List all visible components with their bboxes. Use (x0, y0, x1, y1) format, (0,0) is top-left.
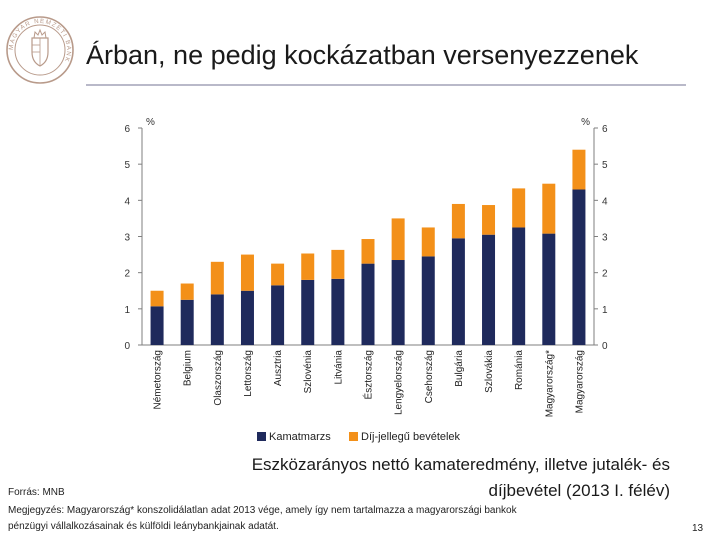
bar-kamatmarzs (391, 260, 405, 345)
bar-dij-jellegu (482, 205, 496, 235)
category-label: Bulgária (454, 350, 465, 387)
legend-label: Díj-jellegű bevételek (361, 431, 461, 443)
category-label: Olaszország (213, 350, 224, 406)
bar-dij-jellegu (210, 261, 224, 295)
bar-kamatmarzs (301, 279, 315, 345)
y-tick-label-right: 3 (602, 233, 608, 244)
category-label: Németország (153, 350, 164, 409)
bar-kamatmarzs (572, 189, 586, 345)
bar-kamatmarzs (542, 233, 556, 345)
bar-kamatmarzs (421, 256, 435, 345)
category-label: Litvánia (333, 350, 344, 385)
bar-dij-jellegu (301, 253, 315, 280)
footnote: Megjegyzés: Magyarország* konszolidálatl… (8, 505, 517, 532)
bar-kamatmarzs (482, 234, 496, 345)
y-unit-left: % (146, 117, 155, 128)
category-label: Románia (514, 350, 525, 390)
y-tick-label-left: 5 (124, 160, 130, 171)
page-title: Árban, ne pedig kockázatban versenyezzen… (86, 40, 639, 70)
bar-dij-jellegu (391, 218, 405, 261)
category-label: Szlovénia (303, 350, 314, 394)
y-unit-right: % (581, 117, 590, 128)
legend-label: Kamatmarzs (269, 431, 331, 443)
y-tick-label-left: 2 (124, 269, 130, 280)
y-tick-label-right: 2 (602, 269, 608, 280)
bar-kamatmarzs (451, 238, 465, 345)
y-tick-label-right: 1 (602, 305, 608, 316)
bar-kamatmarzs (512, 227, 526, 345)
bar-dij-jellegu (271, 263, 285, 286)
category-label: Belgium (183, 350, 194, 386)
bar-kamatmarzs (331, 278, 345, 345)
bar-dij-jellegu (331, 249, 345, 279)
category-label: Észtország (362, 350, 375, 399)
category-label: Lengyelország (394, 350, 405, 415)
y-tick-label-right: 6 (602, 124, 608, 135)
y-tick-label-right: 5 (602, 160, 608, 171)
y-tick-label-right: 4 (602, 196, 608, 207)
bar-dij-jellegu (421, 227, 435, 257)
bar-kamatmarzs (180, 299, 194, 345)
mnb-seal-logo: MAGYAR NEMZETI BANK (6, 16, 74, 84)
bar-dij-jellegu (572, 149, 586, 190)
y-tick-label-right: 0 (602, 341, 608, 352)
bar-dij-jellegu (180, 283, 194, 300)
bar-kamatmarzs (150, 306, 164, 345)
page-number: 13 (692, 523, 704, 534)
bar-dij-jellegu (150, 290, 164, 307)
category-label: Ausztria (273, 350, 284, 387)
bar-kamatmarzs (271, 285, 285, 345)
category-label: Lettország (243, 350, 254, 397)
bar-kamatmarzs (240, 290, 254, 345)
y-tick-label-left: 6 (124, 124, 130, 135)
category-label: Magyarország (574, 350, 585, 413)
y-tick-label-left: 0 (124, 341, 130, 352)
bar-kamatmarzs (361, 263, 375, 345)
title-underline (86, 84, 686, 86)
chart-caption: Eszközarányos nettó kamateredmény, illet… (251, 455, 670, 500)
category-label: Magyarország* (544, 350, 555, 417)
category-label: Csehország (424, 350, 435, 403)
bar-kamatmarzs (210, 294, 224, 345)
legend-swatch-kamatmarzs (257, 432, 266, 441)
y-tick-label-left: 4 (124, 196, 130, 207)
bar-dij-jellegu (542, 183, 556, 234)
legend-swatch-dij (349, 432, 358, 441)
bar-dij-jellegu (451, 203, 465, 239)
source-note: Forrás: MNB (8, 487, 65, 498)
y-tick-label-left: 1 (124, 305, 130, 316)
bar-dij-jellegu (512, 188, 526, 228)
y-tick-label-left: 3 (124, 233, 130, 244)
bar-dij-jellegu (361, 239, 375, 264)
category-label: Szlovákia (484, 350, 495, 393)
bar-dij-jellegu (240, 254, 254, 291)
